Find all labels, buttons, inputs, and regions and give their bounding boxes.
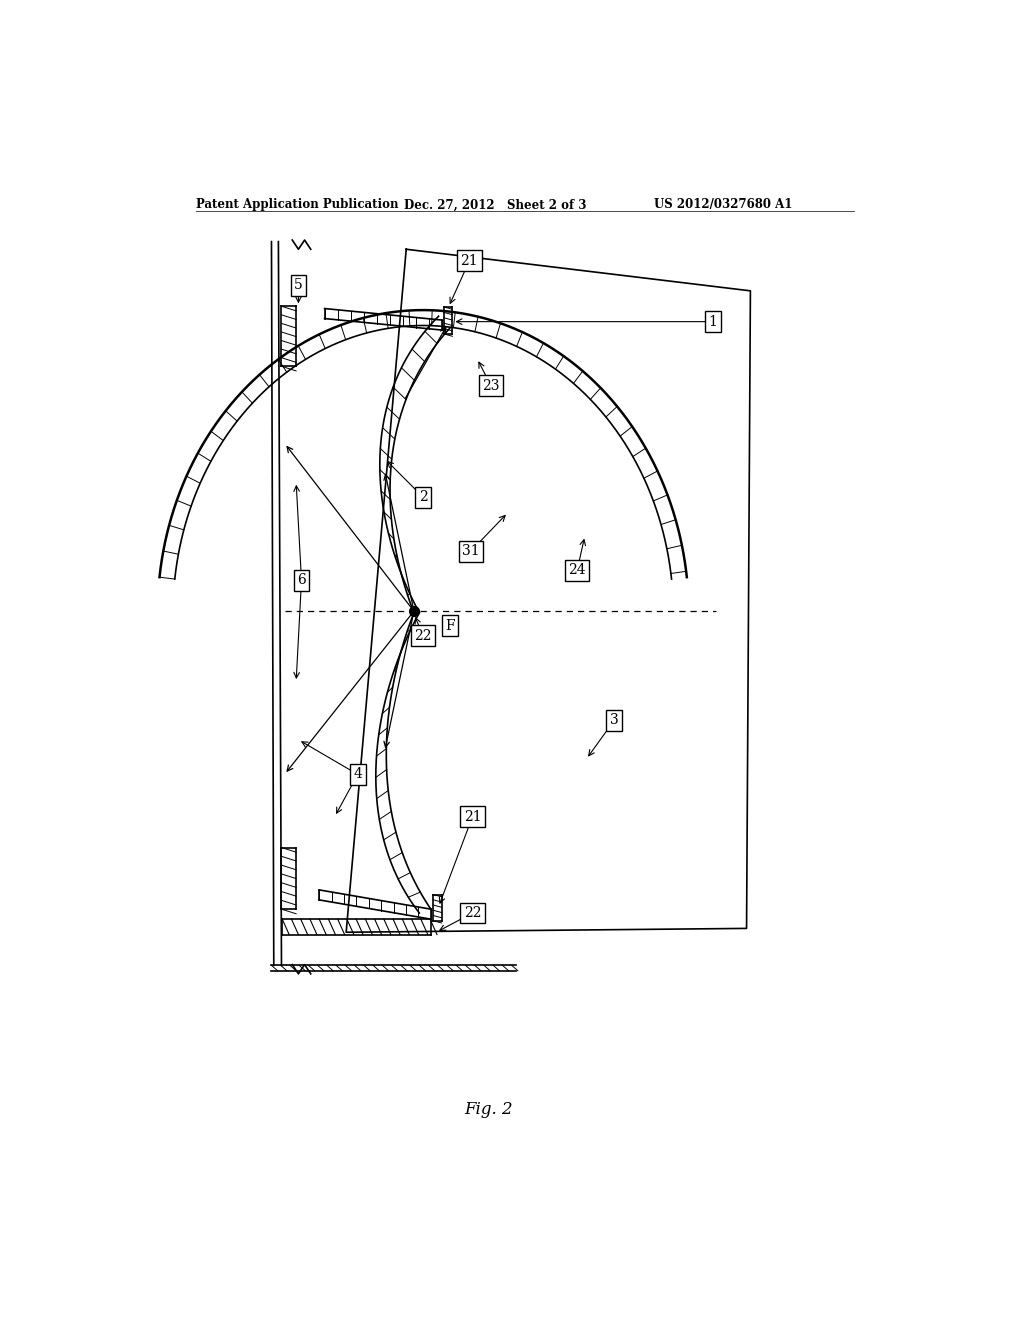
Text: 31: 31 <box>462 544 479 558</box>
Text: 21: 21 <box>464 809 481 824</box>
Text: US 2012/0327680 A1: US 2012/0327680 A1 <box>654 198 793 211</box>
Text: 3: 3 <box>609 714 618 727</box>
Text: Fig. 2: Fig. 2 <box>464 1101 513 1118</box>
Text: 23: 23 <box>482 379 500 392</box>
Text: 21: 21 <box>461 253 478 268</box>
Text: 6: 6 <box>297 573 306 587</box>
Text: 22: 22 <box>464 906 481 920</box>
Text: 4: 4 <box>353 767 362 781</box>
Text: 22: 22 <box>415 628 432 643</box>
Text: 1: 1 <box>709 314 717 329</box>
Text: F: F <box>445 619 455 632</box>
Text: Dec. 27, 2012   Sheet 2 of 3: Dec. 27, 2012 Sheet 2 of 3 <box>403 198 587 211</box>
Text: 2: 2 <box>419 490 428 504</box>
Text: Patent Application Publication: Patent Application Publication <box>196 198 398 211</box>
Text: 5: 5 <box>294 279 303 293</box>
Text: 24: 24 <box>568 564 586 577</box>
